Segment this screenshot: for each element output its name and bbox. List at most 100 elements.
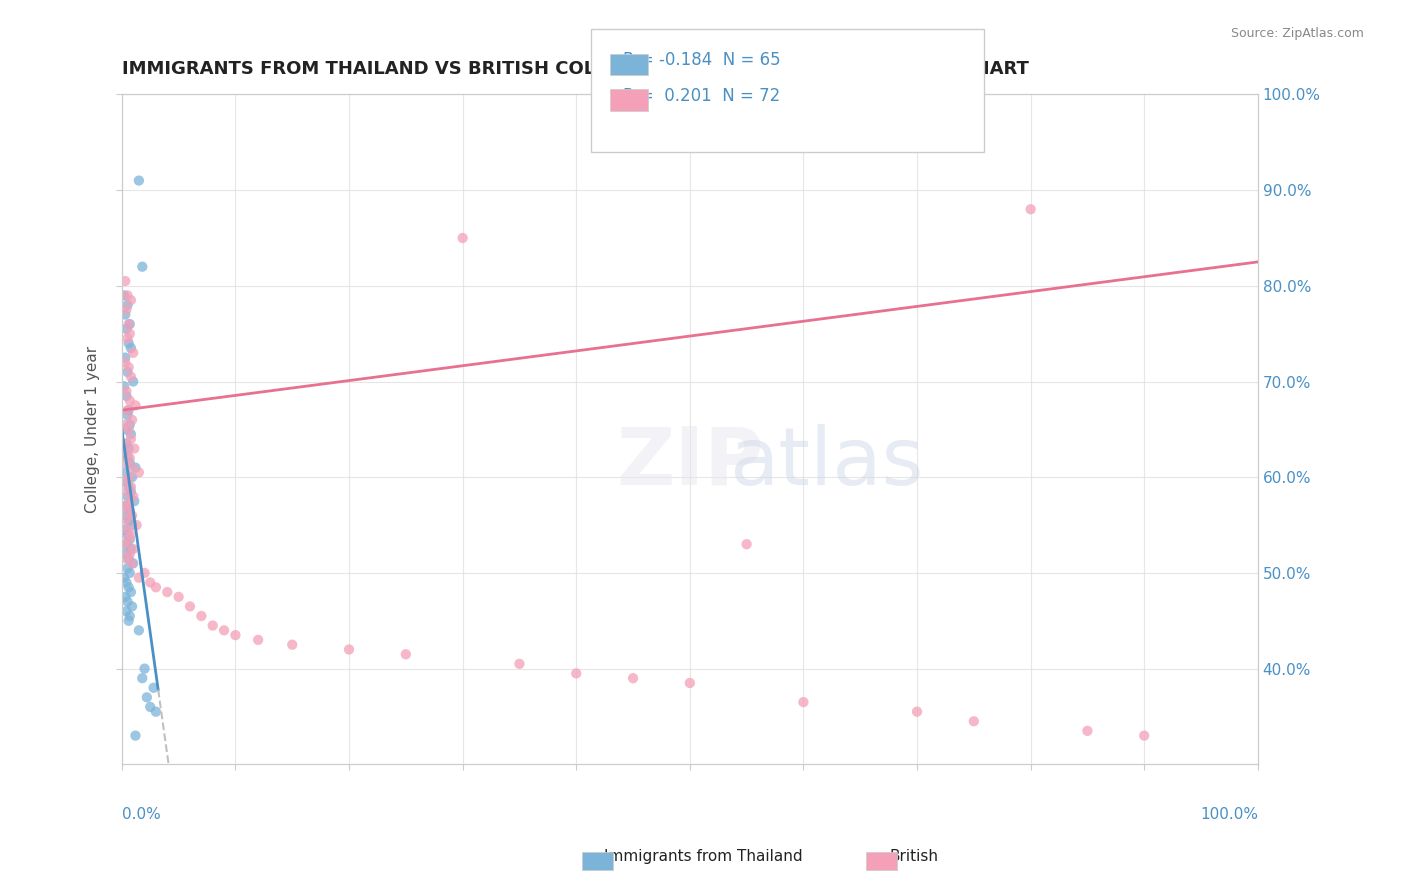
Text: ZIP: ZIP	[616, 424, 763, 502]
Point	[115, 575, 138, 590]
Point	[115, 508, 138, 523]
Point	[120, 585, 142, 599]
Point	[792, 695, 814, 709]
Point	[128, 571, 150, 585]
Point	[115, 604, 138, 618]
Point	[115, 537, 138, 551]
Point	[117, 403, 139, 417]
Point	[117, 360, 139, 375]
Point	[117, 504, 139, 518]
Point	[1076, 723, 1098, 738]
Text: R =  0.201  N = 72: R = 0.201 N = 72	[623, 87, 780, 104]
Point	[117, 580, 139, 594]
Point	[124, 729, 146, 743]
Point	[337, 642, 360, 657]
Point	[112, 523, 135, 537]
Point	[114, 590, 136, 604]
Text: atlas: atlas	[728, 424, 924, 502]
Point	[114, 351, 136, 365]
Point	[142, 681, 165, 695]
Point	[120, 484, 142, 499]
Text: Source: ZipAtlas.com: Source: ZipAtlas.com	[1230, 27, 1364, 40]
Point	[114, 355, 136, 369]
Point	[115, 436, 138, 450]
Point	[115, 384, 138, 398]
Point	[117, 614, 139, 628]
Point	[190, 609, 212, 624]
Point	[281, 638, 304, 652]
Point	[118, 504, 141, 518]
Text: 0.0%: 0.0%	[122, 807, 160, 822]
Point	[134, 566, 156, 580]
Point	[118, 566, 141, 580]
Point	[565, 666, 588, 681]
Point	[905, 705, 928, 719]
Point	[121, 508, 143, 523]
Point	[139, 699, 162, 714]
Point	[117, 480, 139, 494]
Text: IMMIGRANTS FROM THAILAND VS BRITISH COLLEGE, UNDER 1 YEAR CORRELATION CHART: IMMIGRANTS FROM THAILAND VS BRITISH COLL…	[122, 60, 1029, 78]
Point	[112, 379, 135, 393]
Point	[117, 523, 139, 537]
Point	[121, 413, 143, 427]
Point	[122, 541, 145, 556]
Point	[117, 551, 139, 566]
Point	[118, 393, 141, 408]
Point	[120, 427, 142, 442]
Point	[212, 624, 235, 638]
Point	[121, 518, 143, 533]
Point	[224, 628, 246, 642]
Point	[735, 537, 758, 551]
Point	[139, 575, 162, 590]
Point	[112, 446, 135, 460]
Point	[125, 518, 148, 533]
Point	[124, 494, 146, 508]
Point	[112, 571, 135, 585]
Point	[117, 484, 139, 499]
Point	[508, 657, 530, 671]
Point	[1019, 202, 1042, 217]
Point	[122, 375, 145, 389]
Point	[128, 624, 150, 638]
Point	[963, 714, 986, 729]
Point	[117, 288, 139, 302]
Point	[1133, 729, 1156, 743]
Point	[117, 331, 139, 345]
Point	[145, 705, 167, 719]
Point	[201, 618, 224, 632]
Point	[118, 609, 141, 624]
Text: British: British	[890, 849, 938, 863]
Point	[115, 389, 138, 403]
Point	[120, 527, 142, 541]
Point	[135, 690, 157, 705]
Point	[117, 317, 139, 331]
Point	[118, 451, 141, 466]
Point	[115, 302, 138, 317]
Point	[145, 580, 167, 594]
Point	[114, 308, 136, 322]
Point	[120, 480, 142, 494]
Point	[128, 173, 150, 187]
Point	[122, 346, 145, 360]
Point	[124, 399, 146, 413]
Point	[117, 561, 139, 575]
Point	[117, 422, 139, 436]
Point	[117, 365, 139, 379]
Point	[114, 547, 136, 561]
Point	[122, 557, 145, 571]
Point	[120, 293, 142, 308]
Point	[118, 326, 141, 341]
Point	[124, 442, 146, 456]
Point	[117, 533, 139, 547]
Point	[115, 436, 138, 450]
Point	[124, 460, 146, 475]
Point	[122, 489, 145, 503]
Point	[114, 417, 136, 432]
Point	[120, 432, 142, 446]
Point	[121, 599, 143, 614]
Point	[451, 231, 474, 245]
Point	[117, 298, 139, 312]
Point	[117, 594, 139, 608]
Point	[121, 470, 143, 484]
Point	[114, 537, 136, 551]
